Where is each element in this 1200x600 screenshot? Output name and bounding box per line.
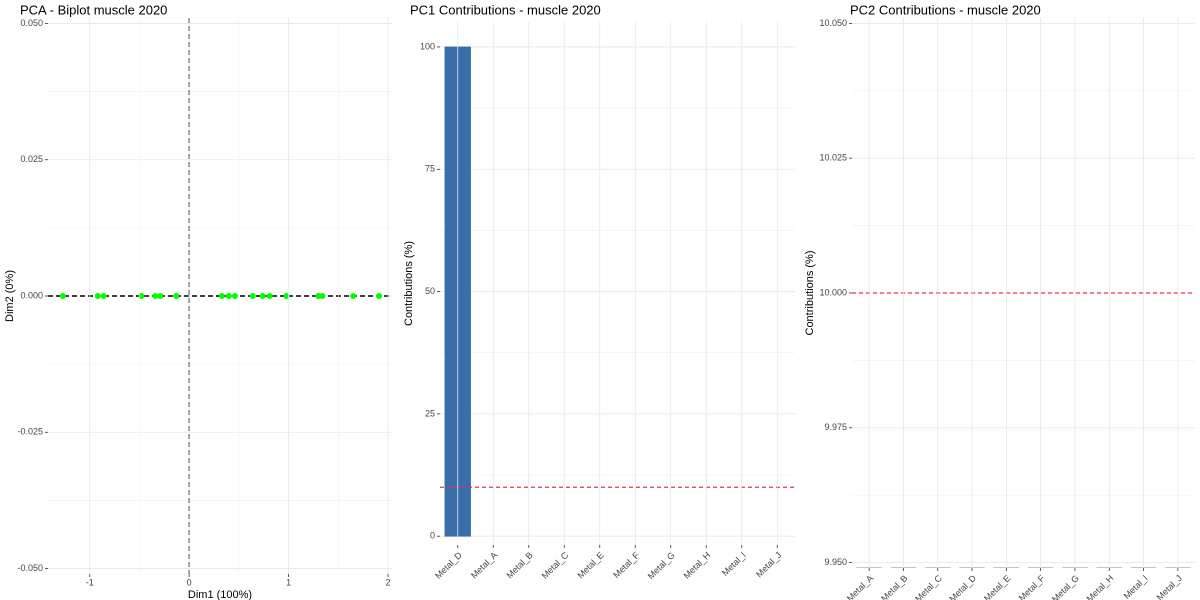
y-tick-label: 50 (425, 286, 435, 296)
x-tick-label: 2 (386, 577, 391, 587)
y-axis-title: Contributions (%) (403, 241, 415, 326)
y-tick-label: -0.050 (17, 563, 43, 573)
point (100, 293, 107, 299)
point (138, 293, 145, 299)
x-tick-label: Metal_F (1017, 573, 1047, 600)
point (59, 293, 66, 299)
x-tick-label: Metal_J (1155, 573, 1184, 600)
y-tick-label: 75 (425, 164, 435, 174)
plot-area (48, 18, 392, 574)
y-tick-label: 0 (430, 531, 435, 541)
point (94, 293, 101, 299)
point (231, 293, 238, 299)
panel: PC2 Contributions - muscle 2020 9.950 9.97… (804, 2, 1195, 600)
x-tick-label: Metal_C (913, 573, 944, 600)
y-tick-label: 9.950 (824, 557, 847, 567)
panel: PC1 Contributions - muscle 2020 0 25 50 75 10… (403, 2, 795, 581)
x-tick-label: Metal_H (1085, 573, 1116, 600)
x-tick-label: Metal_B (504, 550, 534, 580)
x-tick-label: Metal_G (646, 550, 677, 581)
chart-title: PCA - Biplot muscle 2020 (20, 2, 167, 17)
panel: PCA - Biplot muscle 2020 -0.050 -0.025 0.00… (4, 2, 392, 600)
point (173, 293, 180, 299)
point (152, 293, 159, 299)
y-tick-label: 0.000 (20, 290, 43, 300)
x-tick-label: Metal_E (982, 573, 1012, 600)
x-tick-label: -1 (86, 577, 94, 587)
point (319, 293, 326, 299)
x-tick-label: 1 (286, 577, 291, 587)
x-tick-label: Metal_D (433, 550, 464, 581)
point (266, 293, 273, 299)
x-tick-label: Metal_C (540, 550, 571, 581)
chart-title: PC2 Contributions - muscle 2020 (850, 2, 1041, 17)
point (376, 293, 383, 299)
y-tick-label: 100 (420, 41, 435, 51)
chart-title: PC1 Contributions - muscle 2020 (410, 2, 601, 17)
x-tick-label: Metal_I (1122, 573, 1150, 600)
y-tick-label: 10.050 (819, 18, 847, 28)
y-axis-title: Contributions (%) (804, 251, 816, 336)
point (157, 293, 164, 299)
x-tick-label: Metal_G (1050, 573, 1081, 600)
point (350, 293, 357, 299)
x-tick-label: 0 (187, 577, 192, 587)
point (259, 293, 266, 299)
x-tick-label: Metal_B (879, 573, 909, 600)
x-tick-label: Metal_I (720, 550, 748, 578)
x-tick-label: Metal_D (947, 573, 978, 600)
y-tick-label: 10.000 (819, 287, 847, 297)
y-tick-label: 9.975 (824, 422, 847, 432)
x-tick-label: Metal_E (575, 550, 605, 580)
x-axis-title: Dim1 (100%) (188, 589, 252, 600)
y-tick-label: 25 (425, 408, 435, 418)
x-tick-label: Metal_A (845, 573, 875, 600)
y-axis-title: Dim2 (0%) (4, 270, 16, 322)
y-tick-label: 0.025 (20, 154, 43, 164)
x-tick-label: Metal_A (469, 550, 499, 580)
point (249, 293, 256, 299)
x-tick-label: Metal_F (611, 550, 641, 580)
y-tick-label: -0.025 (17, 427, 43, 437)
x-tick-label: Metal_H (682, 550, 713, 581)
point (283, 293, 290, 299)
plot-area (852, 292, 1195, 568)
y-tick-label: 10.025 (819, 153, 847, 163)
y-tick-label: 0.050 (20, 18, 43, 28)
x-tick-label: Metal_J (754, 550, 783, 579)
point (218, 293, 225, 299)
point (225, 293, 232, 299)
